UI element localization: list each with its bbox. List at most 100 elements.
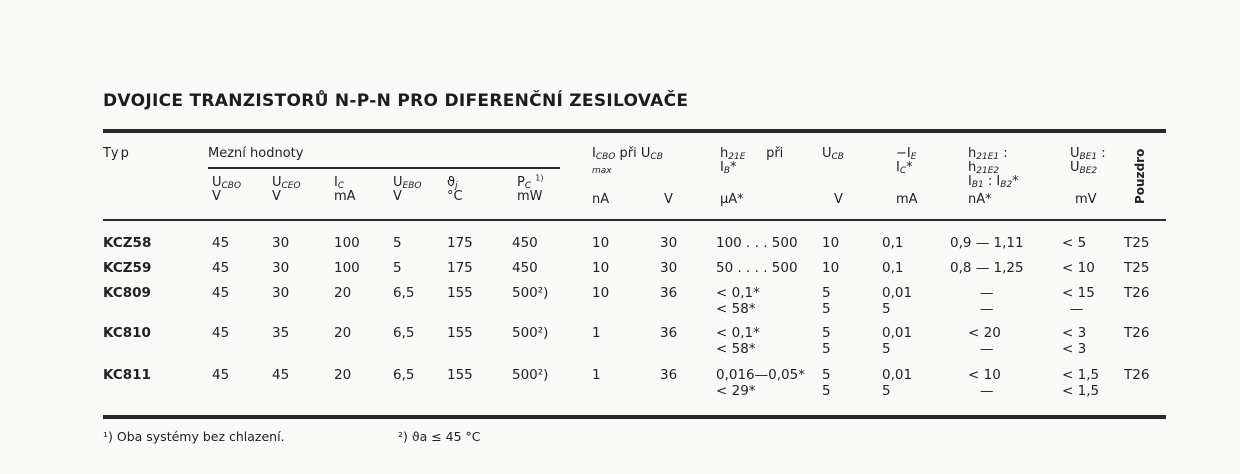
cell-h21: < 0,1*: [716, 325, 760, 341]
cell-ube: < 1,5: [1062, 383, 1100, 399]
limits-rule: [208, 167, 560, 169]
cell-case: T25: [1124, 260, 1150, 276]
cell-ratio: —: [980, 341, 994, 357]
cell-typ: KCZ58: [103, 235, 152, 251]
cell-value: 1: [592, 367, 601, 383]
cell-ratio: 0,9 — 1,11: [950, 235, 1024, 251]
cell-value: 6,5: [393, 367, 415, 383]
cell-value: 30: [272, 235, 290, 251]
cell-value: 20: [334, 367, 352, 383]
unit-ua: μA*: [720, 192, 744, 207]
header-ratio: h21E1 : h21E2 IB1 : IB2*: [968, 146, 1019, 190]
cell-case: T25: [1124, 235, 1150, 251]
cell-ratio: < 10: [968, 367, 1001, 383]
header-pouzdro: Pouzdro: [1133, 148, 1147, 204]
cell-ucb: 5: [822, 367, 831, 383]
unit-na2: nA*: [968, 192, 992, 207]
header-h21e: h21E při IB*: [720, 146, 784, 176]
cell-value: 100: [334, 235, 360, 251]
cell-value: 45: [212, 235, 230, 251]
header-max: max: [592, 166, 612, 176]
header-limit-col: UCEO V: [272, 175, 301, 204]
cell-typ: KCZ59: [103, 260, 152, 276]
bottom-rule: [103, 415, 1166, 419]
cell-ucb: 5: [822, 383, 831, 399]
cell-ube: < 5: [1062, 235, 1087, 251]
cell-case: T26: [1124, 285, 1150, 301]
cell-value: 155: [447, 285, 473, 301]
cell-value: 36: [660, 325, 678, 341]
cell-h21: 100 . . . 500: [716, 235, 798, 251]
cell-value: 36: [660, 367, 678, 383]
header-limits: Mezní hodnoty: [208, 146, 304, 161]
cell-typ: KC810: [103, 325, 151, 341]
cell-ie: 0,01: [882, 325, 913, 341]
cell-ucb: 5: [822, 285, 831, 301]
cell-value: 1: [592, 325, 601, 341]
cell-value: 45: [212, 285, 230, 301]
unit-mv: mV: [1075, 192, 1097, 207]
header-ube: UBE1 : UBE2: [1070, 146, 1106, 176]
cell-value: 45: [212, 325, 230, 341]
cell-value: 45: [212, 367, 230, 383]
cell-ube: < 15: [1062, 285, 1095, 301]
cell-value: 6,5: [393, 285, 415, 301]
cell-typ: KC809: [103, 285, 151, 301]
cell-h21: 50 . . . . 500: [716, 260, 798, 276]
cell-ratio: —: [980, 383, 994, 399]
cell-value: 6,5: [393, 325, 415, 341]
header-icbo: ICBO při UCB: [592, 146, 663, 162]
unit-ma: mA: [896, 192, 918, 207]
cell-ie: 5: [882, 301, 891, 317]
cell-value: 45: [272, 367, 290, 383]
cell-value: 20: [334, 285, 352, 301]
cell-value: 10: [592, 260, 610, 276]
footnote-1: ¹) Oba systémy bez chlazení.: [103, 429, 285, 444]
cell-value: 155: [447, 367, 473, 383]
cell-ratio: 0,8 — 1,25: [950, 260, 1024, 276]
cell-ie: 0,1: [882, 260, 904, 276]
cell-ie: 0,01: [882, 285, 913, 301]
cell-value: 175: [447, 260, 473, 276]
cell-case: T26: [1124, 325, 1150, 341]
cell-ucb: 10: [822, 260, 840, 276]
cell-h21: 0,016—0,05*: [716, 367, 805, 383]
cell-value: 100: [334, 260, 360, 276]
table-title: DVOJICE TRANZISTORŮ N-P-N PRO DIFERENČNÍ…: [103, 91, 689, 111]
cell-value: 30: [660, 235, 678, 251]
cell-value: 35: [272, 325, 290, 341]
cell-ube: < 3: [1062, 341, 1087, 357]
cell-value: 10: [592, 235, 610, 251]
cell-value: 5: [393, 235, 402, 251]
cell-ratio: —: [980, 301, 994, 317]
cell-ratio: < 20: [968, 325, 1001, 341]
cell-value: 450: [512, 260, 538, 276]
cell-h21: < 58*: [716, 301, 756, 317]
unit-na: nA: [592, 192, 610, 207]
cell-value: 450: [512, 235, 538, 251]
cell-value: 30: [660, 260, 678, 276]
footnote-2: ²) ϑa ≤ 45 °C: [398, 429, 481, 444]
cell-value: 175: [447, 235, 473, 251]
cell-ie: 0,1: [882, 235, 904, 251]
header-limit-col: UEBO V: [393, 175, 422, 204]
cell-ube: < 3: [1062, 325, 1087, 341]
cell-ucb: 5: [822, 325, 831, 341]
cell-typ: KC811: [103, 367, 151, 383]
header-limit-col: PC 1) mW: [517, 173, 544, 204]
cell-h21: < 29*: [716, 383, 756, 399]
cell-value: 30: [272, 260, 290, 276]
cell-ucb: 5: [822, 341, 831, 357]
cell-value: 36: [660, 285, 678, 301]
cell-h21: < 0,1*: [716, 285, 760, 301]
cell-ucb: 5: [822, 301, 831, 317]
cell-ie: 5: [882, 383, 891, 399]
cell-ie: 5: [882, 341, 891, 357]
cell-value: 5: [393, 260, 402, 276]
cell-ube: —: [1070, 301, 1084, 317]
cell-value: 10: [592, 285, 610, 301]
cell-value: 500²): [512, 367, 549, 383]
cell-value: 500²): [512, 285, 549, 301]
header-ie: −IE IC*: [896, 146, 917, 176]
